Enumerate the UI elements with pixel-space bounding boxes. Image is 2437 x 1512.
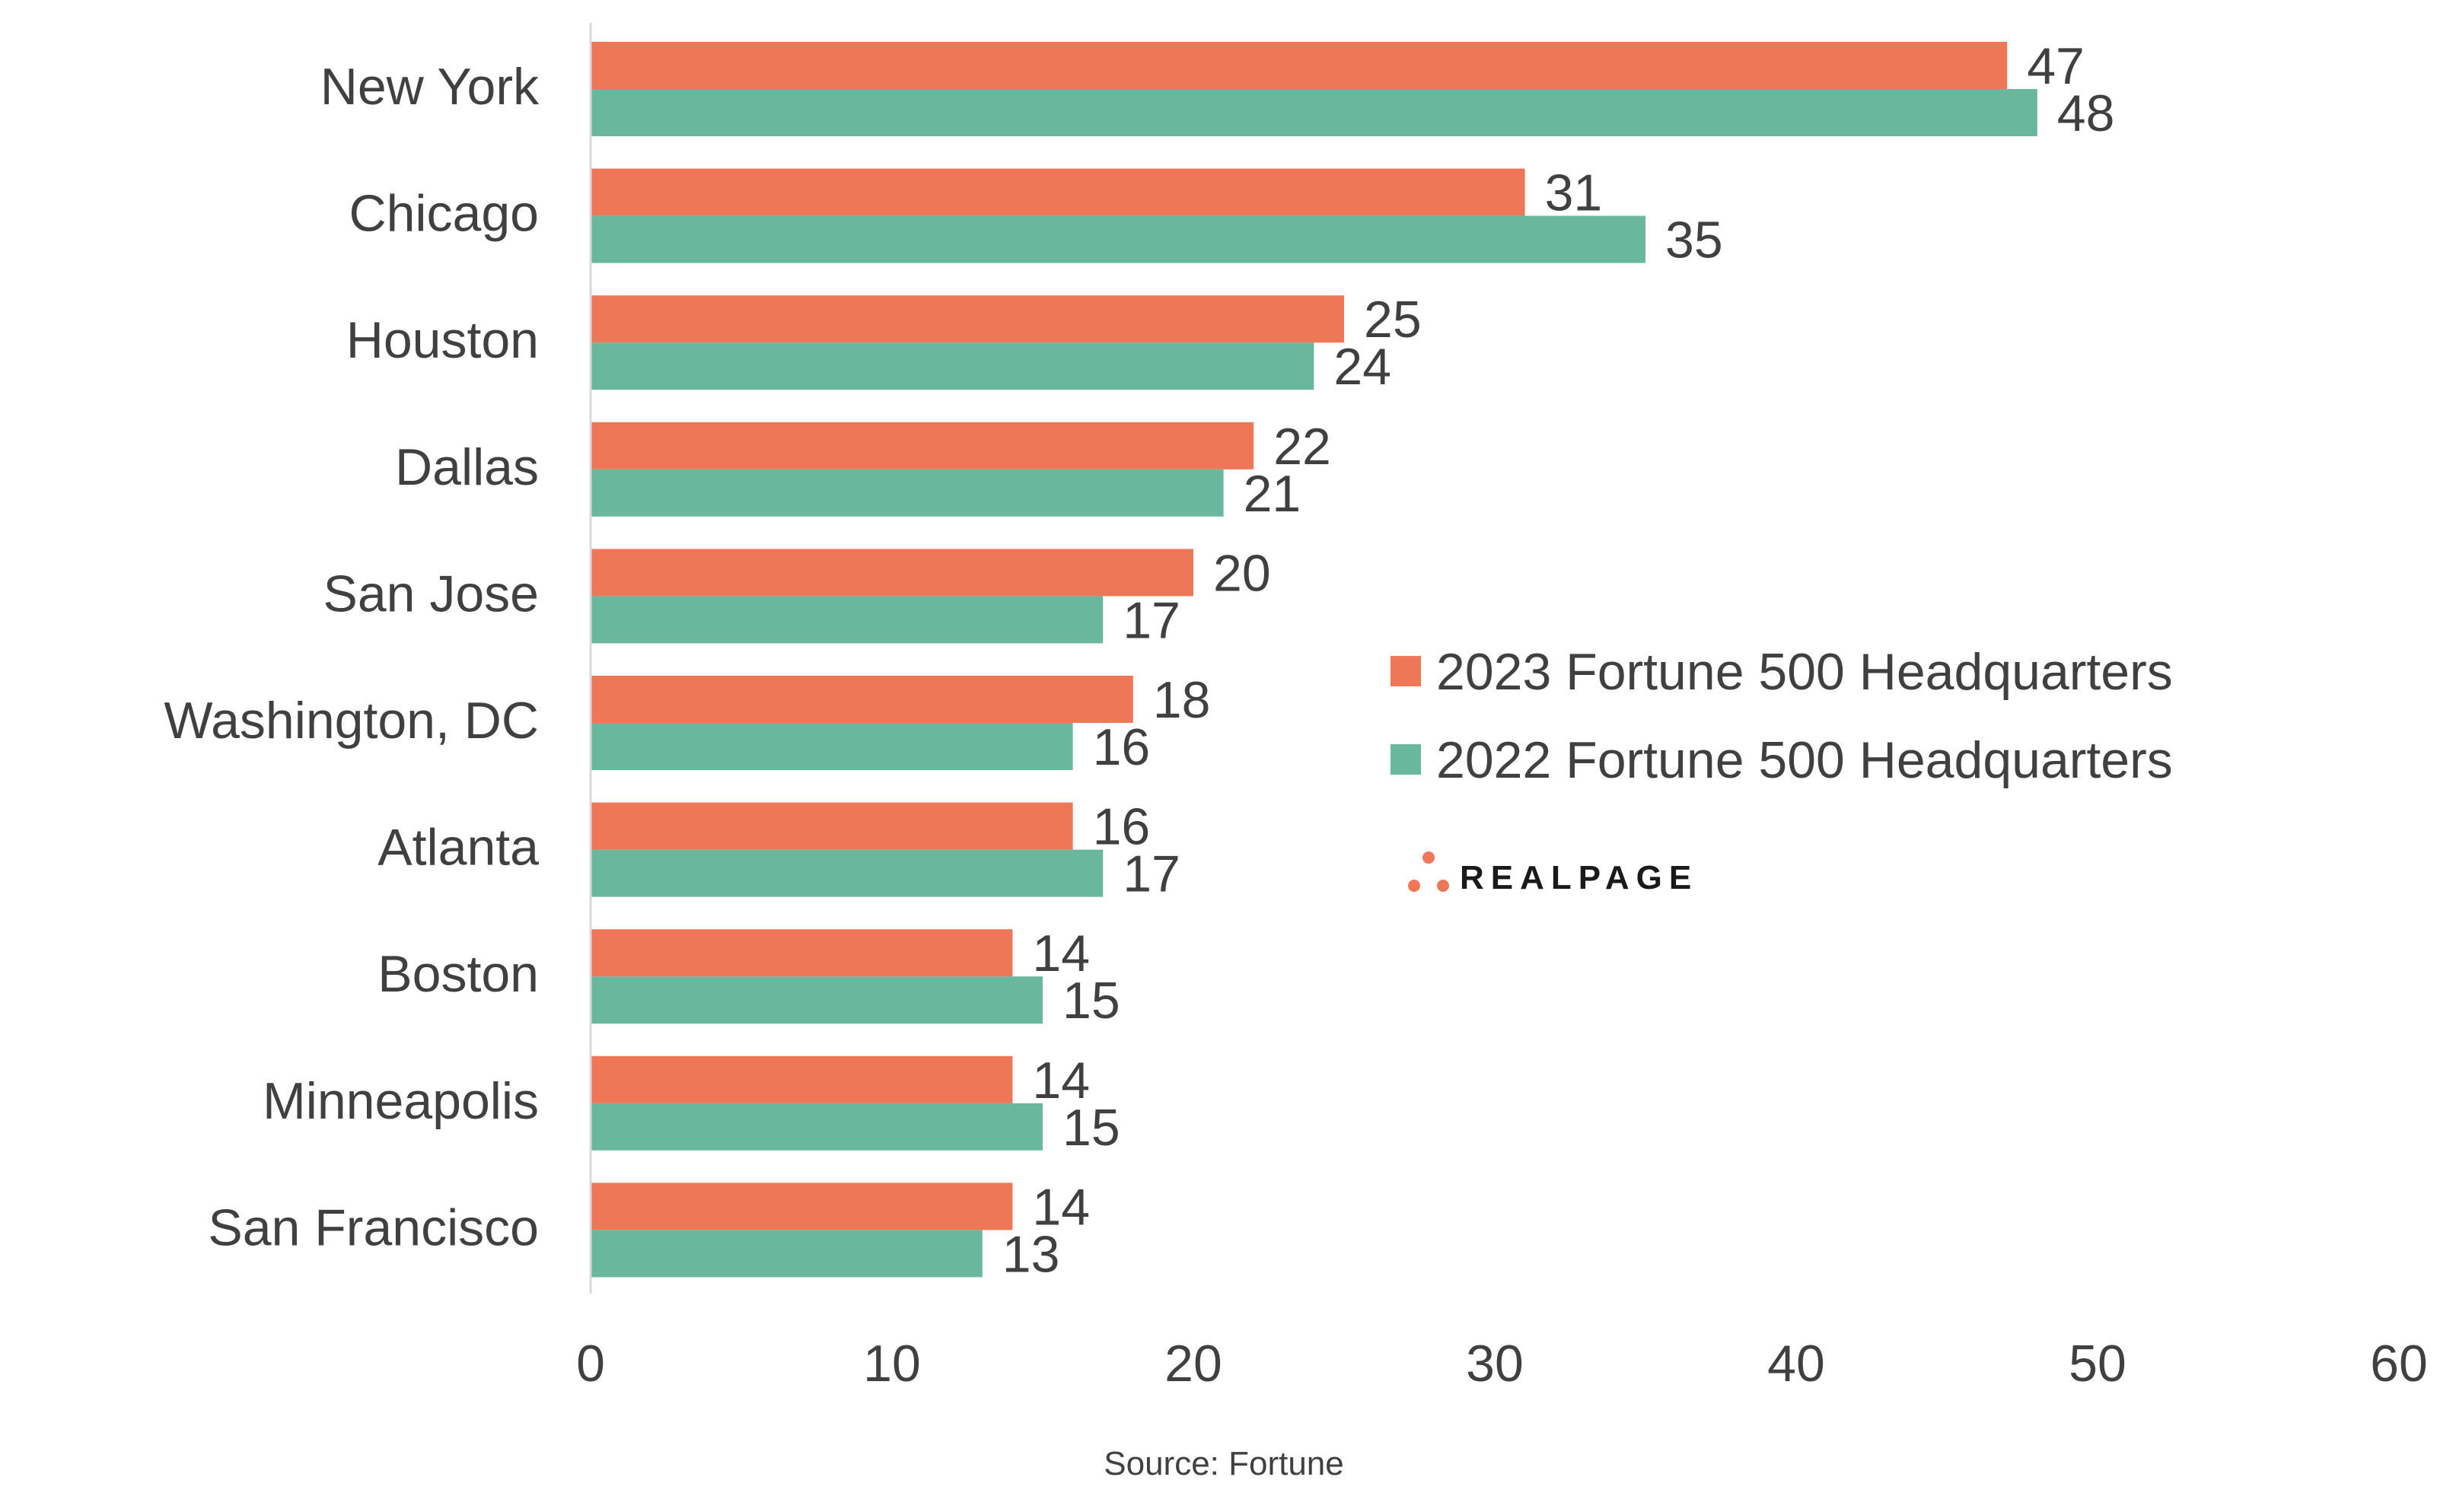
data-label-2023-new-york: 47 bbox=[2027, 37, 2085, 95]
data-label-2022-boston: 15 bbox=[1062, 972, 1120, 1030]
bar-2022-new-york bbox=[591, 89, 2037, 136]
data-label-2022-atlanta: 17 bbox=[1123, 845, 1180, 903]
x-tick-label-0: 0 bbox=[576, 1335, 605, 1393]
bar-2022-minneapolis bbox=[591, 1103, 1043, 1151]
x-tick-label-30: 30 bbox=[1466, 1335, 1524, 1393]
legend-swatch-2022 bbox=[1391, 744, 1421, 775]
bar-2022-boston bbox=[591, 976, 1043, 1024]
three-dot-logo-icon bbox=[1408, 851, 1449, 892]
bar-2023-minneapolis bbox=[591, 1055, 1013, 1103]
data-label-2023-san-jose: 20 bbox=[1213, 544, 1271, 602]
x-tick-label-50: 50 bbox=[2069, 1335, 2126, 1393]
bar-2022-san-francisco bbox=[591, 1230, 983, 1278]
category-label-minneapolis: Minneapolis bbox=[263, 1072, 539, 1130]
data-label-2023-san-francisco: 14 bbox=[1032, 1178, 1090, 1236]
legend: 2023 Fortune 500 Headquarters 2022 Fortu… bbox=[1391, 643, 2173, 789]
bar-2022-dallas bbox=[591, 469, 1224, 517]
legend-swatch-2023 bbox=[1391, 656, 1421, 686]
source-note: Source: Fortune bbox=[1104, 1445, 1344, 1482]
data-label-2023-minneapolis: 14 bbox=[1032, 1052, 1090, 1109]
data-label-2022-minneapolis: 15 bbox=[1062, 1099, 1120, 1157]
data-label-2022-san-jose: 17 bbox=[1123, 591, 1180, 649]
bar-2022-chicago bbox=[591, 215, 1645, 263]
category-label-washington-dc: Washington, DC bbox=[164, 692, 539, 750]
category-labels: New York Chicago Houston Dallas San Jose Wash… bbox=[164, 58, 540, 1256]
data-label-2023-houston: 25 bbox=[1364, 291, 1422, 349]
x-tick-label-10: 10 bbox=[863, 1335, 921, 1393]
data-label-2022-san-francisco: 13 bbox=[1002, 1225, 1060, 1283]
category-label-chicago: Chicago bbox=[349, 185, 540, 243]
legend-label-2022: 2022 Fortune 500 Headquarters bbox=[1436, 731, 2173, 789]
brand-name: REALPAGE bbox=[1460, 859, 1698, 896]
data-label-2023-chicago: 31 bbox=[1545, 164, 1603, 222]
bar-2023-new-york bbox=[591, 42, 2008, 89]
category-label-dallas: Dallas bbox=[395, 438, 539, 496]
x-tick-label-60: 60 bbox=[2370, 1335, 2428, 1393]
data-label-2023-boston: 14 bbox=[1032, 925, 1090, 982]
data-label-2022-dallas: 21 bbox=[1244, 465, 1301, 523]
bar-2022-houston bbox=[591, 342, 1314, 390]
bar-2023-san-francisco bbox=[591, 1183, 1013, 1230]
data-label-2023-dallas: 22 bbox=[1273, 418, 1331, 476]
data-label-2022-new-york: 48 bbox=[2057, 84, 2115, 142]
bar-2023-chicago bbox=[591, 168, 1525, 216]
bar-2023-houston bbox=[591, 295, 1344, 343]
bar-2022-washington-dc bbox=[591, 723, 1073, 770]
bar-2023-washington-dc bbox=[591, 676, 1133, 723]
x-tick-label-20: 20 bbox=[1164, 1335, 1222, 1393]
category-label-new-york: New York bbox=[320, 58, 540, 116]
x-tick-label-40: 40 bbox=[1767, 1335, 1825, 1393]
category-label-houston: Houston bbox=[346, 311, 539, 369]
bar-2023-san-jose bbox=[591, 549, 1193, 597]
realpage-logo: REALPAGE bbox=[1408, 851, 1698, 896]
data-label-2023-washington-dc: 18 bbox=[1153, 671, 1211, 729]
legend-label-2023: 2023 Fortune 500 Headquarters bbox=[1436, 643, 2173, 701]
bars-group bbox=[591, 42, 2037, 1278]
category-label-boston: Boston bbox=[377, 945, 539, 1003]
bar-2023-dallas bbox=[591, 422, 1254, 470]
bar-2023-atlanta bbox=[591, 802, 1073, 850]
bar-2022-atlanta bbox=[591, 849, 1104, 897]
bar-2022-san-jose bbox=[591, 596, 1104, 644]
category-label-san-francisco: San Francisco bbox=[208, 1198, 539, 1256]
category-label-san-jose: San Jose bbox=[323, 565, 539, 622]
bar-2023-boston bbox=[591, 929, 1013, 977]
data-label-2023-atlanta: 16 bbox=[1093, 798, 1151, 856]
data-label-2022-washington-dc: 16 bbox=[1093, 718, 1151, 776]
category-label-atlanta: Atlanta bbox=[377, 819, 539, 877]
x-axis-ticks: 0 10 20 30 40 50 60 bbox=[576, 1335, 2428, 1393]
data-label-2022-chicago: 35 bbox=[1665, 212, 1723, 269]
data-label-2022-houston: 24 bbox=[1333, 338, 1391, 396]
